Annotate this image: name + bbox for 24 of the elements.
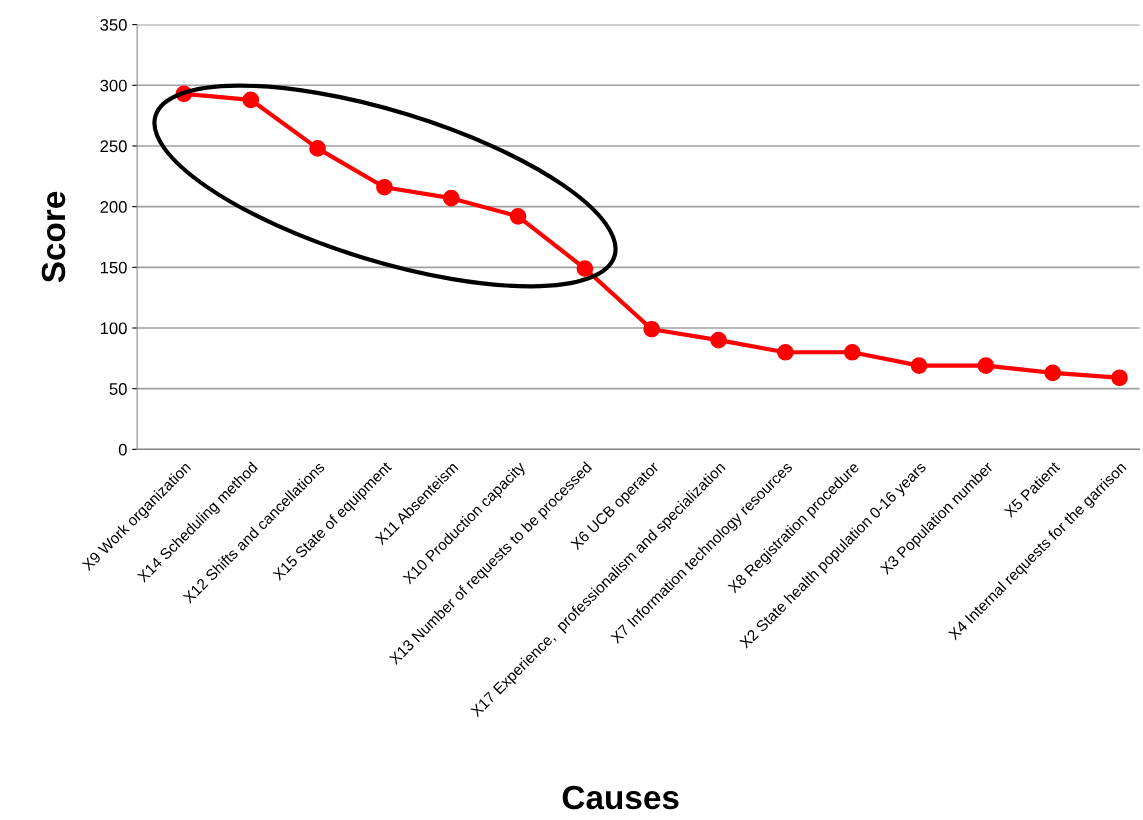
point xyxy=(242,91,260,109)
y-tick-label: 100 xyxy=(100,322,127,335)
point xyxy=(643,320,661,338)
y-tick-label: 300 xyxy=(100,79,127,92)
y-axis-title: Score xyxy=(41,191,66,283)
point xyxy=(843,343,861,361)
point xyxy=(777,343,794,361)
y-tick-label: 250 xyxy=(100,140,127,153)
point xyxy=(1111,369,1128,387)
y-tick-label: 0 xyxy=(118,443,127,456)
y-tick-label: 200 xyxy=(100,201,127,213)
point xyxy=(710,331,727,349)
point xyxy=(442,189,460,207)
x-axis-title: Causes xyxy=(562,785,679,810)
point xyxy=(509,208,527,225)
y-tick-label: 150 xyxy=(100,261,127,274)
point xyxy=(376,178,393,196)
point xyxy=(977,357,995,374)
point xyxy=(910,357,928,374)
y-tick-label: 50 xyxy=(109,383,127,395)
point xyxy=(1044,364,1062,382)
y-tick-label: 350 xyxy=(100,19,127,31)
point xyxy=(576,260,594,277)
point xyxy=(309,140,326,157)
